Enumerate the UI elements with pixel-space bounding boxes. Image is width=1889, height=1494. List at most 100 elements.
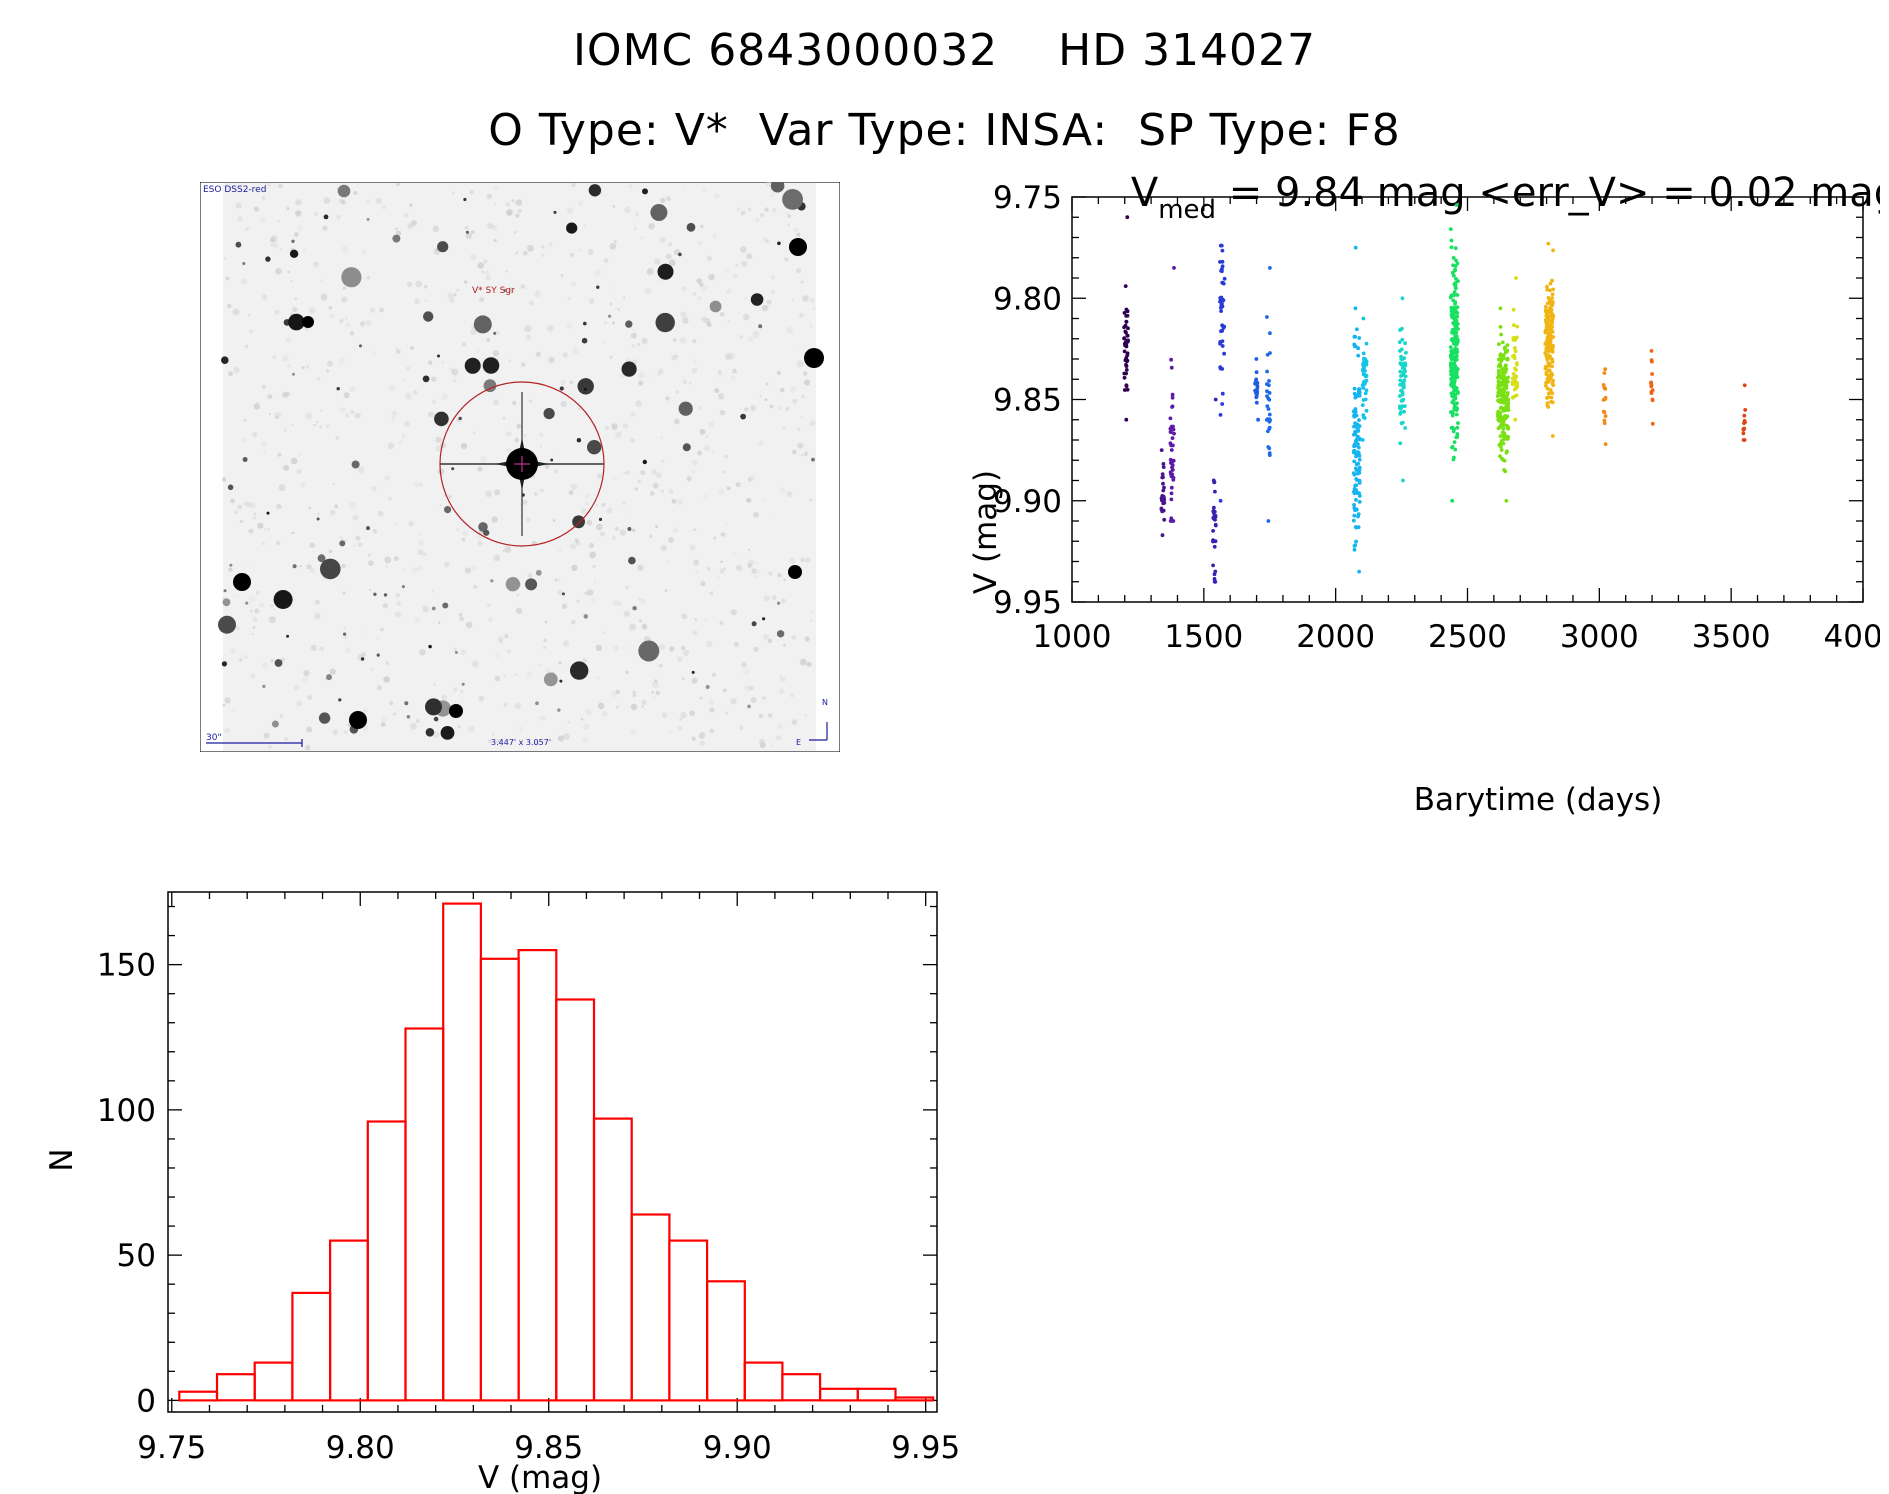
sky-noise [784,257,789,262]
field-star [425,698,442,716]
sky-noise [706,567,711,571]
hist-bar [215,1373,256,1402]
lc-point [1449,349,1454,353]
sky-noise [579,248,583,252]
lc-point [1352,444,1356,449]
sky-noise [609,302,613,306]
lc-point [1454,322,1459,326]
sky-noise [389,701,394,706]
sky-noise [360,631,362,634]
lc-point [1266,407,1271,411]
field-star [221,661,227,667]
sky-noise [299,453,302,456]
field-star [776,630,785,638]
sky-noise [252,432,258,438]
lc-point [1550,300,1555,304]
sky-noise [233,366,240,373]
sky-noise [567,721,570,724]
sky-noise [666,560,669,563]
field-star [740,413,746,420]
sky-noise [563,733,570,741]
field-star [289,249,299,258]
lc-point [1543,364,1548,369]
sky-noise [341,563,346,569]
lc-point [1603,397,1608,401]
lc-series [1264,266,1272,523]
lc-point [1162,498,1167,502]
lc-point [1496,380,1501,385]
sky-noise [625,470,630,475]
lc-point [1451,256,1456,260]
lc-point [1253,380,1258,385]
sky-noise [300,481,307,488]
lc-point [1168,470,1173,474]
sky-noise [365,199,371,204]
lc-point [1125,351,1130,356]
sky-noise [380,722,386,727]
sky-noise [222,703,226,707]
lc-point [1351,471,1356,475]
lc-point [1451,457,1456,462]
sky-noise [277,452,282,457]
sky-noise [537,717,540,720]
lc-point [1550,292,1555,297]
sky-noise [803,451,809,457]
sky-noise [349,330,355,336]
sky-noise [294,297,298,301]
sky-noise [323,678,327,682]
sky-noise [323,197,331,204]
sky-noise [786,212,789,215]
lc-point [1548,281,1553,286]
sky-noise [459,616,464,622]
lc-point [1122,375,1127,380]
lc-point [1399,421,1404,426]
hist-bar [555,998,596,1402]
sky-noise [261,294,268,300]
lc-point [1543,328,1548,333]
sky-noise [279,248,282,251]
field-star [221,356,229,364]
sky-noise [640,598,647,605]
sky-noise [740,246,747,253]
lc-point [1514,276,1518,280]
lc-point [1213,579,1218,584]
sky-noise [809,420,816,427]
sky-noise [800,416,803,419]
field-star [316,517,320,521]
sky-noise [267,394,273,400]
lc-point [1352,547,1357,552]
lc-point [1496,389,1501,394]
sky-noise [629,623,636,631]
sky-noise [587,249,594,255]
sky-noise [508,287,515,294]
sky-noise [343,626,346,629]
lc-point [1124,417,1129,422]
sky-noise [359,321,366,327]
sky-noise [802,295,809,302]
sky-noise [709,728,715,734]
hist-bar [291,1291,332,1402]
sky-noise [699,428,706,435]
lc-point [1448,361,1453,365]
sky-noise [365,320,372,326]
hist-y-axis-label: N [44,1148,80,1171]
sky-noise [251,632,254,636]
sky-noise [714,192,720,199]
object-types: O Type: V* Var Type: INSA: SP Type: F8 [488,105,1401,156]
lc-point [1397,394,1402,398]
sky-noise [313,212,318,216]
lc-point [1451,362,1456,366]
lc-point [1354,477,1359,481]
lc-point [1499,405,1504,410]
lc-point [1453,396,1458,401]
field-star [288,313,305,331]
lc-point [1124,314,1129,318]
sky-noise [570,253,574,257]
sky-noise [641,705,644,708]
sky-noise [406,281,413,288]
sky-noise [520,284,526,289]
sky-noise [252,515,257,520]
lc-point [1498,454,1502,459]
lc-point [1505,449,1509,454]
field-star [373,592,377,596]
